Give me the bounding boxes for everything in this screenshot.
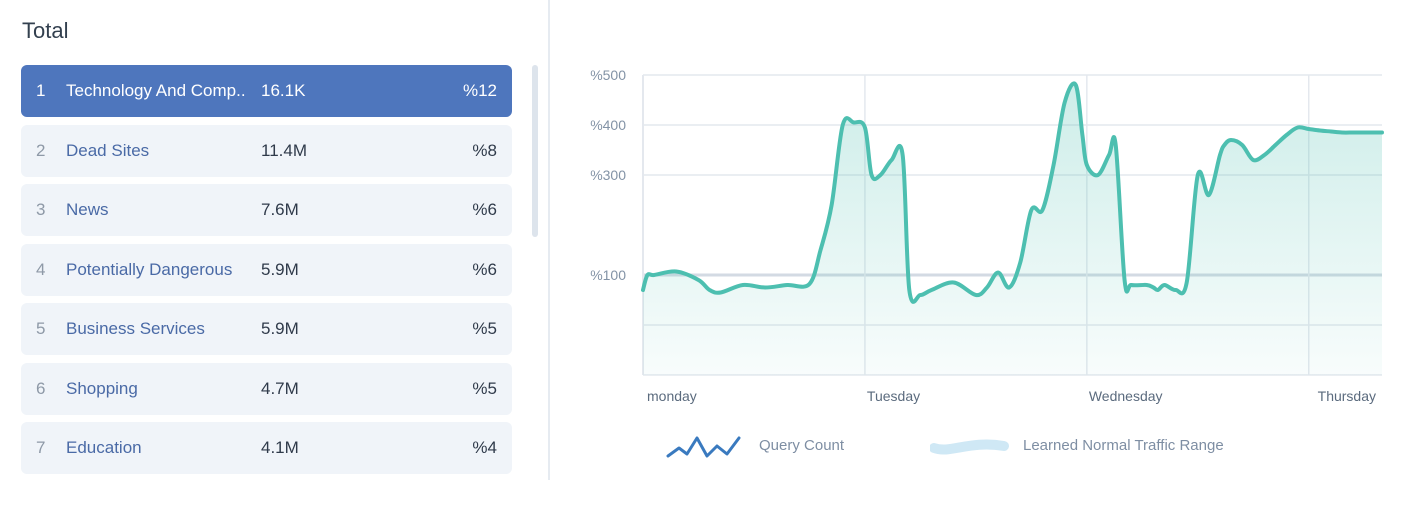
row-name: Technology And Comp.. xyxy=(66,81,246,100)
row-percent: %4 xyxy=(472,438,497,457)
x-tick-label: monday xyxy=(647,388,697,404)
category-row[interactable]: 4 Potentially Dangerous 5.9M %6 xyxy=(21,243,512,296)
row-index: 5 xyxy=(36,319,46,338)
category-panel: Total 1 Technology And Comp.. 16.1K %12 2 Dea… xyxy=(0,0,548,522)
row-value: 4.1M xyxy=(261,438,299,457)
y-tick-label: %500 xyxy=(590,67,626,83)
category-row[interactable]: 5 Business Services 5.9M %5 xyxy=(21,303,512,355)
row-index: 7 xyxy=(36,438,46,457)
row-value: 5.9M xyxy=(261,259,299,279)
category-row[interactable]: 1 Technology And Comp.. 16.1K %12 xyxy=(21,65,512,117)
row-name: Education xyxy=(66,438,142,457)
row-value: 11.4M xyxy=(261,140,307,160)
row-name: News xyxy=(66,200,109,219)
x-tick-label: Wednesday xyxy=(1089,388,1163,404)
normal-range-icon xyxy=(930,439,1009,455)
category-row[interactable]: 2 Dead Sites 11.4M %8 xyxy=(21,124,512,177)
category-row[interactable]: 3 News 7.6M %6 xyxy=(21,184,512,236)
row-name: Dead Sites xyxy=(66,140,150,160)
row-index: 4 xyxy=(36,259,46,279)
x-tick-label: Tuesday xyxy=(867,388,920,404)
category-row[interactable]: 6 Shopping 4.7M %5 xyxy=(21,362,512,415)
row-percent: %5 xyxy=(472,378,497,398)
x-tick-label: Thursday xyxy=(1318,388,1376,404)
row-percent: %6 xyxy=(472,259,497,279)
row-value: 5.9M xyxy=(261,319,299,338)
legend-query-count: Query Count xyxy=(759,437,845,454)
row-name: Business Services xyxy=(66,319,205,338)
row-index: 6 xyxy=(36,378,46,398)
row-name: Shopping xyxy=(66,378,138,398)
traffic-chart: %100 %300 %400 %500 monday Tuesday Wednesday Th… xyxy=(590,67,1384,404)
query-count-icon xyxy=(666,436,741,458)
category-list: 1 Technology And Comp.. 16.1K %12 2 Dead Site… xyxy=(21,65,512,482)
series-area xyxy=(643,83,1382,375)
row-name: Potentially Dangerous xyxy=(66,259,233,279)
row-percent: %8 xyxy=(472,140,497,160)
row-value: 16.1K xyxy=(261,81,306,100)
y-tick-label: %100 xyxy=(590,267,626,283)
row-index: 3 xyxy=(36,200,46,219)
row-value: 7.6M xyxy=(261,200,299,219)
y-tick-label: %300 xyxy=(590,167,626,183)
row-percent: %6 xyxy=(472,200,497,219)
row-value: 4.7M xyxy=(261,378,299,398)
scrollbar-thumb[interactable] xyxy=(532,65,538,237)
scrollbar[interactable] xyxy=(532,65,538,475)
panel-title: Total xyxy=(22,18,69,43)
panel-divider xyxy=(548,0,550,480)
chart-legend: Query Count Learned Normal Traffic Range xyxy=(665,432,1265,464)
row-index: 2 xyxy=(36,140,46,160)
y-tick-label: %400 xyxy=(590,117,626,133)
row-index: 1 xyxy=(36,81,46,100)
series-line xyxy=(641,81,1384,304)
row-percent: %5 xyxy=(472,319,497,338)
category-row[interactable]: 7 Education 4.1M %4 xyxy=(21,422,512,474)
legend-normal-range: Learned Normal Traffic Range xyxy=(1023,437,1224,454)
row-percent: %12 xyxy=(462,81,497,100)
